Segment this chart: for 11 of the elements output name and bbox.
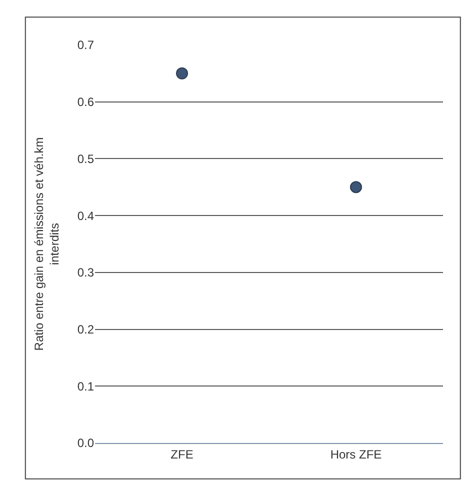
y-tick-label: 0.3 <box>77 266 94 280</box>
y-tick-label: 0.2 <box>77 322 94 336</box>
y-tick-label: 0.5 <box>77 152 94 166</box>
y-tick-label: 0.6 <box>77 95 94 110</box>
y-tick-label: 0.1 <box>77 379 94 394</box>
y-tick-label: 0.4 <box>77 208 94 223</box>
x-tick-label: Hors ZFE <box>330 447 382 462</box>
y-tick-label: 0.0 <box>77 436 94 450</box>
x-tick-label: ZFE <box>170 447 194 462</box>
y-axis-title: Ratio entre gain en émissions et véh.km interdits <box>32 137 62 351</box>
y-tick-label: 0.7 <box>77 38 94 52</box>
